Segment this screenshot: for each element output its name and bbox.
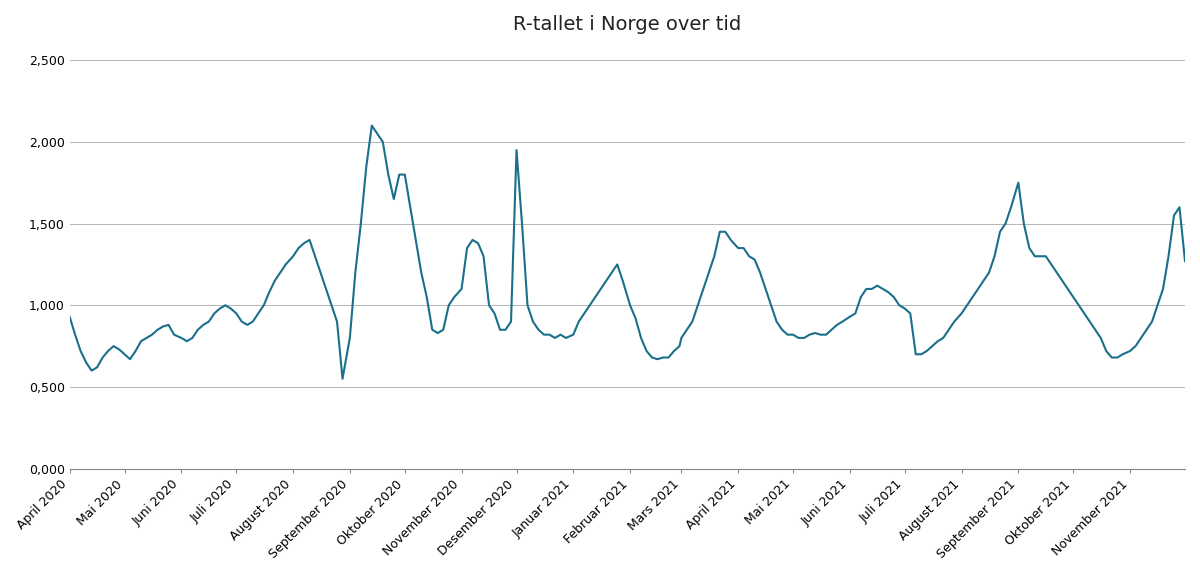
Title: R-tallet i Norge over tid: R-tallet i Norge over tid: [514, 15, 742, 34]
